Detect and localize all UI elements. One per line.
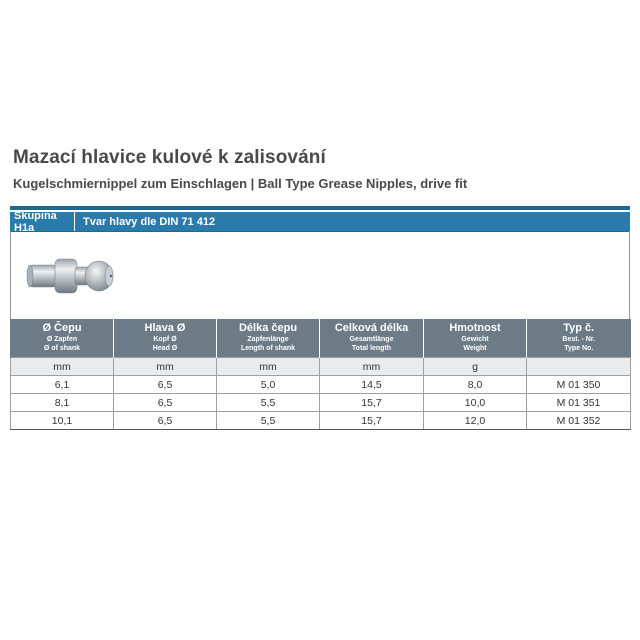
table-row: 8,1 6,5 5,5 15,7 10,0 M 01 351 <box>10 393 631 412</box>
page-title: Mazací hlavice kulové k zalisování <box>13 147 326 168</box>
table-cell: 14,5 <box>319 375 424 394</box>
group-bar: Skupina H1a Tvar hlavy dle DIN 71 412 <box>10 210 630 234</box>
col-header-shank-length: Délka čepu Zapfenlänge Length of shank <box>216 319 320 358</box>
table-cell: 6,5 <box>113 393 217 412</box>
unit-cell: mm <box>216 357 320 376</box>
col-header-type-number: Typ č. Best. - Nr. Type No. <box>526 319 631 358</box>
col-header-shank-diameter: Ø Čepu Ø Zapfen Ø of shank <box>10 319 114 358</box>
table-cell: M 01 352 <box>526 411 631 430</box>
table-cell: 12,0 <box>423 411 527 430</box>
col-header-total-length: Celková délka Gesamtlänge Total length <box>319 319 424 358</box>
col-header-weight: Hmotnost Gewicht Weight <box>423 319 527 358</box>
header-divider <box>10 206 630 210</box>
table-cell: 8,1 <box>10 393 114 412</box>
table-cell: M 01 350 <box>526 375 631 394</box>
table-cell: 10,1 <box>10 411 114 430</box>
col-header-head-diameter: Hlava Ø Kopf Ø Head Ø <box>113 319 217 358</box>
table-cell: 10,0 <box>423 393 527 412</box>
unit-cell: mm <box>10 357 114 376</box>
table-row: 6,1 6,5 5,0 14,5 8,0 M 01 350 <box>10 375 631 394</box>
page-subtitle: Kugelschmiernippel zum Einschlagen | Bal… <box>13 176 468 191</box>
unit-cell: g <box>423 357 527 376</box>
grease-nipple-image <box>26 258 114 294</box>
table-cell: 6,5 <box>113 411 217 430</box>
table-cell: 5,5 <box>216 393 320 412</box>
unit-cell <box>526 357 631 376</box>
table-header-row: Ø Čepu Ø Zapfen Ø of shank Hlava Ø Kopf … <box>10 319 631 358</box>
table-cell: 5,5 <box>216 411 320 430</box>
unit-cell: mm <box>319 357 424 376</box>
units-row: mm mm mm mm g <box>10 357 631 376</box>
table-row: 10,1 6,5 5,5 15,7 12,0 M 01 352 <box>10 411 631 430</box>
table-cell: M 01 351 <box>526 393 631 412</box>
table-cell: 6,1 <box>10 375 114 394</box>
spec-table: Ø Čepu Ø Zapfen Ø of shank Hlava Ø Kopf … <box>10 319 631 430</box>
group-label: Skupina H1a <box>10 210 75 234</box>
table-cell: 15,7 <box>319 411 424 430</box>
table-cell: 6,5 <box>113 375 217 394</box>
table-cell: 5,0 <box>216 375 320 394</box>
unit-cell: mm <box>113 357 217 376</box>
group-shape: Tvar hlavy dle DIN 71 412 <box>83 215 216 228</box>
product-image-area <box>10 231 630 319</box>
table-cell: 15,7 <box>319 393 424 412</box>
table-cell: 8,0 <box>423 375 527 394</box>
